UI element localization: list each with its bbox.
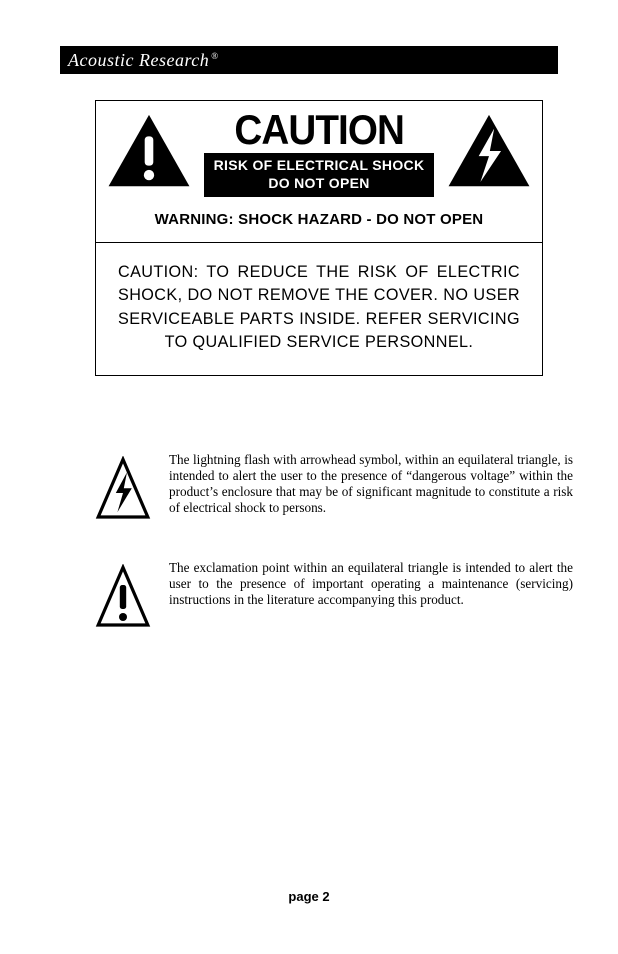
caution-box: CAUTION RISK OF ELECTRICAL SHOCK DO NOT … — [95, 100, 543, 376]
lightning-triangle-icon — [446, 113, 532, 194]
brand-text: Acoustic Research — [68, 50, 209, 70]
exclamation-triangle-icon — [106, 113, 192, 194]
lightning-explanation: The lightning flash with arrowhead symbo… — [95, 452, 573, 527]
caution-row: CAUTION RISK OF ELECTRICAL SHOCK DO NOT … — [106, 109, 532, 197]
registered-mark: ® — [211, 51, 218, 61]
page-footer: page 2 — [0, 889, 618, 904]
risk-line1: RISK OF ELECTRICAL SHOCK — [214, 157, 425, 175]
brand-logo: Acoustic Research® — [68, 50, 219, 71]
exclaim-explanation: The exclamation point within an equilate… — [95, 560, 573, 635]
header-bar: Acoustic Research® — [60, 46, 558, 74]
risk-box: RISK OF ELECTRICAL SHOCK DO NOT OPEN — [204, 153, 435, 197]
warning-line: WARNING: SHOCK HAZARD - DO NOT OPEN — [106, 211, 532, 228]
lightning-explanation-text: The lightning flash with arrowhead symbo… — [169, 452, 573, 516]
risk-line2: DO NOT OPEN — [214, 175, 425, 193]
exclamation-triangle-outline-icon — [95, 560, 151, 635]
caution-body-text: CAUTION: TO REDUCE THE RISK OF ELECTRIC … — [96, 243, 542, 375]
caution-center: CAUTION RISK OF ELECTRICAL SHOCK DO NOT … — [198, 109, 440, 197]
exclaim-explanation-text: The exclamation point within an equilate… — [169, 560, 573, 608]
caution-title: CAUTION — [234, 109, 404, 151]
lightning-triangle-outline-icon — [95, 452, 151, 527]
caution-top-panel: CAUTION RISK OF ELECTRICAL SHOCK DO NOT … — [96, 101, 542, 243]
